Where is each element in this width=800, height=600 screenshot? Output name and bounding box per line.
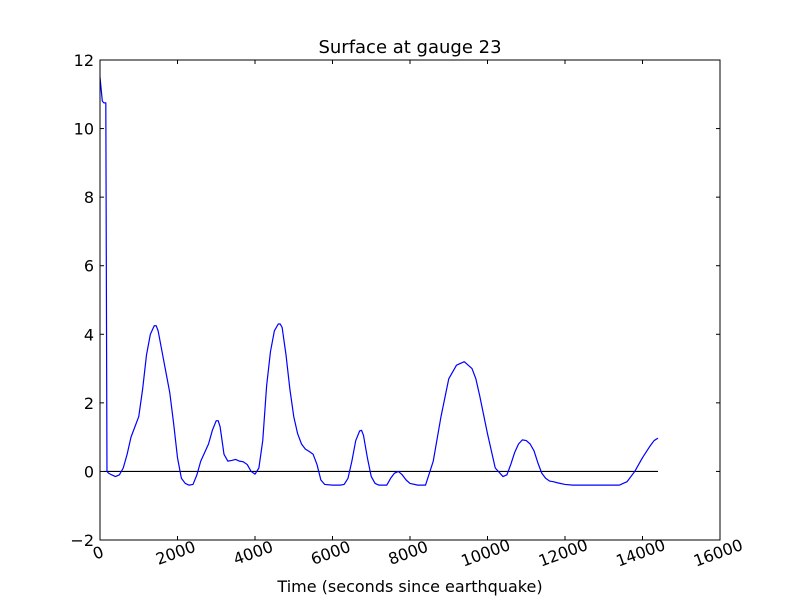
y-tick-label: 2 (84, 394, 94, 413)
x-tick-label: 4000 (231, 537, 276, 569)
y-tick-label: 0 (84, 462, 94, 481)
x-tick-label: 2000 (153, 537, 198, 569)
series-line-surface (99, 77, 659, 486)
x-axis-label: Time (seconds since earthquake) (276, 577, 542, 596)
y-tick-label: −2 (70, 531, 94, 550)
chart-title: Surface at gauge 23 (318, 37, 501, 58)
x-tick-label: 8000 (386, 537, 431, 569)
plot-area (100, 60, 720, 540)
plot-frame (99, 59, 721, 541)
y-tick-label: 12 (74, 51, 94, 70)
x-tick-label: 6000 (308, 537, 353, 569)
y-tick-label: 8 (84, 188, 94, 207)
y-tick-label: 4 (84, 325, 94, 344)
y-tick-label: 10 (74, 120, 94, 139)
series-lines (99, 77, 659, 486)
y-tick-label: 6 (84, 257, 94, 276)
